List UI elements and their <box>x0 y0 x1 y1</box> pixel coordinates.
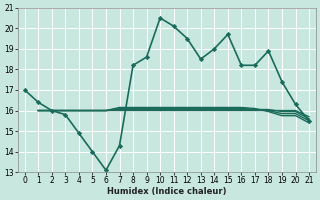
X-axis label: Humidex (Indice chaleur): Humidex (Indice chaleur) <box>107 187 227 196</box>
